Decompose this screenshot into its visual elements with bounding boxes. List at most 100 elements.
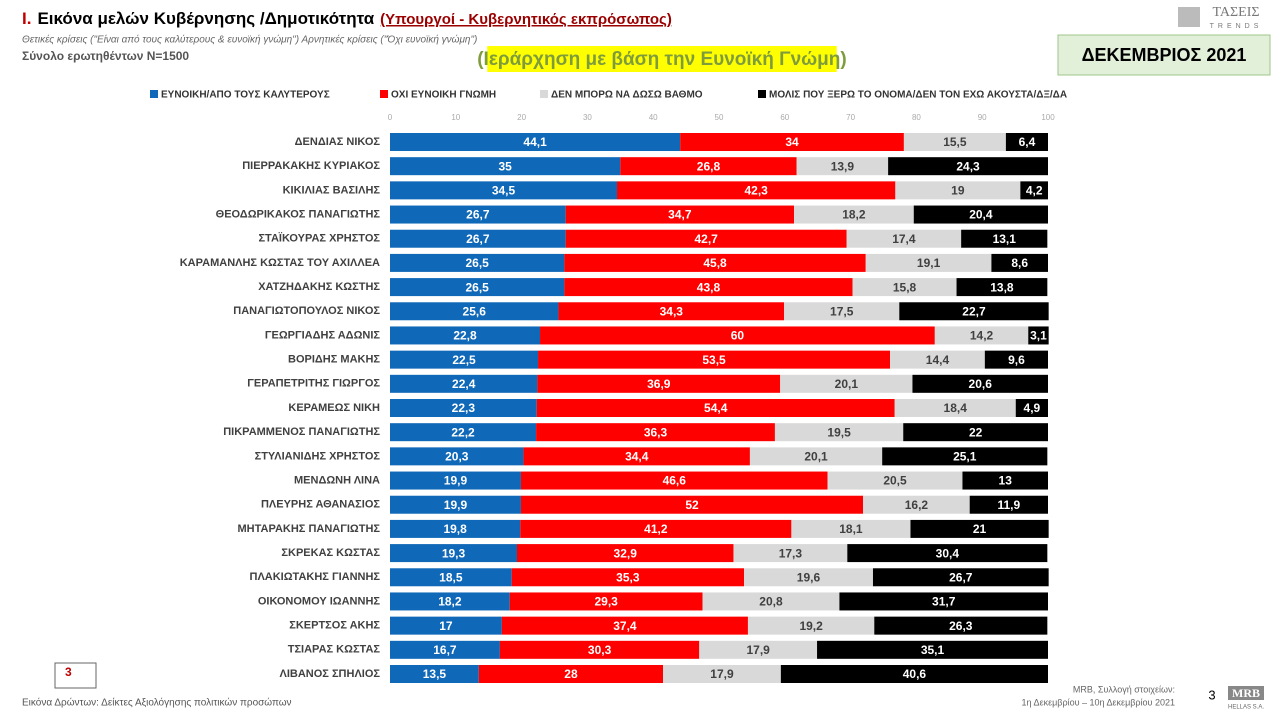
bar-segment xyxy=(744,568,873,587)
bar-segment xyxy=(962,471,1048,490)
bar-segment xyxy=(984,350,1048,369)
logo-sub: TRENDS xyxy=(1210,23,1263,30)
category-label: ΠΙΚΡΑΜΜΕΝΟΣ ΠΑΝΑΓΙΩΤΗΣ xyxy=(223,426,380,438)
x-tick-label: 30 xyxy=(583,113,592,122)
bar-segment xyxy=(890,350,985,369)
value-label: 31,7 xyxy=(932,595,956,609)
value-label: 34 xyxy=(785,135,799,149)
value-label: 19,8 xyxy=(443,522,467,536)
value-label: 18,2 xyxy=(842,208,866,222)
value-label: 34,3 xyxy=(660,304,684,318)
value-label: 11,9 xyxy=(997,498,1020,512)
bar-segment xyxy=(390,665,479,683)
value-label: 19,5 xyxy=(827,425,851,439)
value-label: 15,8 xyxy=(893,280,917,294)
value-label: 36,9 xyxy=(647,377,671,391)
value-label: 35,1 xyxy=(921,643,945,657)
source: Εικόνα Δρώντων: Δείκτες Αξιολόγησης πολι… xyxy=(22,697,292,709)
bar-segment xyxy=(961,229,1048,248)
x-tick-label: 10 xyxy=(451,113,460,122)
value-label: 17,9 xyxy=(746,643,770,657)
x-tick-label: 70 xyxy=(846,113,855,122)
bar-segment xyxy=(784,302,900,321)
bar-segment xyxy=(913,205,1048,224)
value-label: 60 xyxy=(731,329,745,343)
bar-segment xyxy=(882,447,1048,466)
bar-segment xyxy=(390,616,502,635)
category-label: ΛΙΒΑΝΟΣ ΣΠΗΛΙΟΣ xyxy=(280,668,381,680)
bar-segment xyxy=(390,399,537,417)
value-label: 41,2 xyxy=(644,522,668,536)
value-label: 17,9 xyxy=(710,667,734,681)
value-label: 13,1 xyxy=(993,232,1017,246)
value-label: 20,3 xyxy=(445,450,469,464)
bar-segment xyxy=(478,665,664,683)
value-label: 30,3 xyxy=(588,643,612,657)
value-label: 14,4 xyxy=(926,353,950,367)
bar-segment xyxy=(863,495,970,514)
value-label: 20,8 xyxy=(759,595,783,609)
value-label: 20,6 xyxy=(969,377,993,391)
value-label: 30,4 xyxy=(936,546,960,560)
bar-segment xyxy=(558,302,785,321)
title-number: I. xyxy=(22,9,31,28)
value-label: 43,8 xyxy=(697,280,721,294)
value-label: 52 xyxy=(685,498,699,512)
value-label: 26,5 xyxy=(466,280,490,294)
bar-segment xyxy=(865,253,992,272)
page-box-number: 3 xyxy=(65,665,72,679)
value-label: 20,1 xyxy=(804,450,828,464)
value-label: 17,5 xyxy=(830,304,854,318)
value-label: 22,5 xyxy=(452,353,476,367)
category-label: ΜΗΤΑΡΑΚΗΣ ΠΑΝΑΓΙΩΤΗΣ xyxy=(238,523,381,535)
value-label: 20,5 xyxy=(883,474,907,488)
value-label: 4,9 xyxy=(1024,401,1041,415)
bar-segment xyxy=(390,181,618,200)
bar-segment xyxy=(390,278,565,297)
page-number: 3 xyxy=(1208,687,1215,702)
value-label: 36,3 xyxy=(644,425,668,439)
ranking: (Ιεράρχηση με βάση την Ευνοϊκή Γνώμη) xyxy=(477,49,847,70)
value-label: 19,2 xyxy=(799,619,823,633)
value-label: 16,7 xyxy=(433,643,457,657)
value-label: 13,9 xyxy=(831,159,855,173)
value-label: 18,5 xyxy=(439,570,463,584)
bar-segment xyxy=(899,302,1049,321)
bar-segment xyxy=(390,229,566,248)
bar-segment xyxy=(749,447,883,466)
value-label: 26,3 xyxy=(949,619,973,633)
bar-segment xyxy=(390,350,539,369)
category-label: ΚΙΚΙΛΙΑΣ ΒΑΣΙΛΗΣ xyxy=(283,184,381,196)
bar-segment xyxy=(390,133,681,151)
value-label: 34,4 xyxy=(625,450,649,464)
bar-segment xyxy=(903,423,1048,442)
value-label: 17,4 xyxy=(892,232,916,246)
category-label: ΣΚΕΡΤΣΟΣ ΑΚΗΣ xyxy=(289,620,380,632)
value-label: 22,3 xyxy=(452,401,476,415)
value-label: 18,4 xyxy=(944,401,968,415)
legend-swatch xyxy=(758,90,766,98)
bar-segment xyxy=(390,423,537,442)
value-label: 35 xyxy=(498,159,512,173)
value-label: 44,1 xyxy=(523,135,547,149)
bar-segment xyxy=(620,157,797,176)
bar-segment xyxy=(903,133,1006,151)
bar-segment xyxy=(702,592,840,611)
bar-segment xyxy=(390,205,566,224)
value-label: 53,5 xyxy=(702,353,726,367)
bar-segment xyxy=(537,374,781,393)
chart: 0 10 20 30 40 50 60 70 80 90 100 ΕΥΝΟΙΚΗ/ΑΠΟ ΤΟΥΣ Κ… xyxy=(150,90,1067,683)
x-tick-label: 80 xyxy=(912,113,921,122)
bar-segment xyxy=(817,640,1048,659)
value-label: 18,1 xyxy=(839,522,863,536)
bar-segment xyxy=(680,133,904,151)
bar-segment xyxy=(390,253,565,272)
value-label: 34,5 xyxy=(492,184,516,198)
bar-segment xyxy=(520,519,792,538)
value-label: 8,6 xyxy=(1011,256,1028,270)
bar-segment xyxy=(1015,399,1048,417)
value-label: 22,8 xyxy=(453,329,477,343)
category-label: ΒΟΡΙΔΗΣ ΜΑΚΗΣ xyxy=(288,354,380,366)
value-label: 4,2 xyxy=(1026,184,1043,198)
